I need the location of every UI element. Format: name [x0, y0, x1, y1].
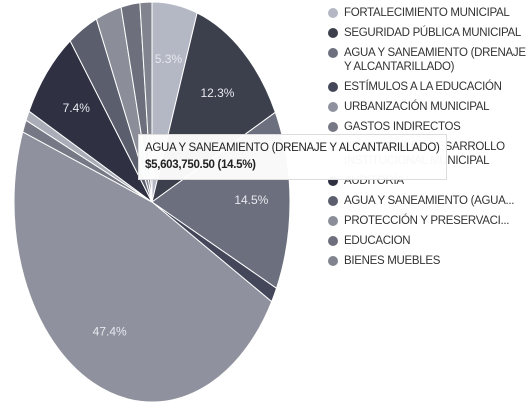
legend-item[interactable]: URBANIZACIÓN MUNICIPAL: [328, 100, 528, 114]
legend-label: BIENES MUEBLES: [344, 255, 441, 267]
legend-swatch: [328, 196, 338, 206]
legend-label: AGUA Y SANEAMIENTO (AGUA...: [344, 195, 515, 207]
legend-swatch: [328, 236, 338, 246]
legend-item[interactable]: EDUCACION: [328, 234, 528, 248]
legend-label: URBANIZACIÓN MUNICIPAL: [344, 101, 490, 113]
legend-swatch: [328, 176, 338, 186]
slice-label: 12.3%: [200, 86, 234, 100]
tooltip-title: AGUA Y SANEAMIENTO (DRENAJE Y ALCANTARIL…: [145, 142, 440, 154]
legend-item[interactable]: ESTÍMULOS A LA EDUCACIÓN: [328, 80, 528, 94]
slice-label: 14.5%: [234, 193, 268, 207]
slice-label: 47.4%: [93, 324, 127, 338]
slice-label: 7.4%: [63, 101, 91, 115]
legend-swatch: [328, 82, 338, 92]
slice-label: 5.3%: [155, 52, 183, 66]
legend-label: AGUA Y SANEAMIENTO (DRENAJE Y ALCANTARIL…: [344, 47, 526, 73]
legend-swatch: [328, 48, 338, 58]
legend-swatch: [328, 28, 338, 38]
pie-chart: 5.3% 12.3% 14.5% 47.4% 7.4%: [13, 1, 291, 403]
legend-item[interactable]: GASTOS INDIRECTOS: [328, 120, 528, 134]
legend-item[interactable]: SEGURIDAD PÚBLICA MUNICIPAL: [328, 26, 528, 40]
legend-label: SEGURIDAD PÚBLICA MUNICIPAL: [344, 27, 522, 39]
legend-swatch: [328, 216, 338, 226]
legend-label: FORTALECIMIENTO MUNICIPAL: [344, 7, 510, 19]
legend-swatch: [328, 122, 338, 132]
legend-item[interactable]: AGUA Y SANEAMIENTO (DRENAJE Y ALCANTARIL…: [328, 46, 528, 74]
legend-item[interactable]: AGUA Y SANEAMIENTO (AGUA...: [328, 194, 528, 208]
legend-label: ESTÍMULOS A LA EDUCACIÓN: [344, 81, 502, 93]
legend-label: EDUCACION: [344, 235, 411, 247]
legend-label: PROTECCIÓN Y PRESERVACI...: [344, 215, 510, 227]
legend-swatch: [328, 256, 338, 266]
tooltip: AGUA Y SANEAMIENTO (DRENAJE Y ALCANTARIL…: [138, 134, 447, 180]
tooltip-value: $5,603,750.50 (14.5%): [145, 159, 256, 171]
legend-item[interactable]: FORTALECIMIENTO MUNICIPAL: [328, 6, 528, 20]
pie-slice: [13, 131, 273, 403]
legend-swatch: [328, 8, 338, 18]
legend-item[interactable]: BIENES MUEBLES: [328, 254, 528, 268]
legend-swatch: [328, 102, 338, 112]
legend-label: GASTOS INDIRECTOS: [344, 121, 461, 133]
legend-item[interactable]: PROTECCIÓN Y PRESERVACI...: [328, 214, 528, 228]
